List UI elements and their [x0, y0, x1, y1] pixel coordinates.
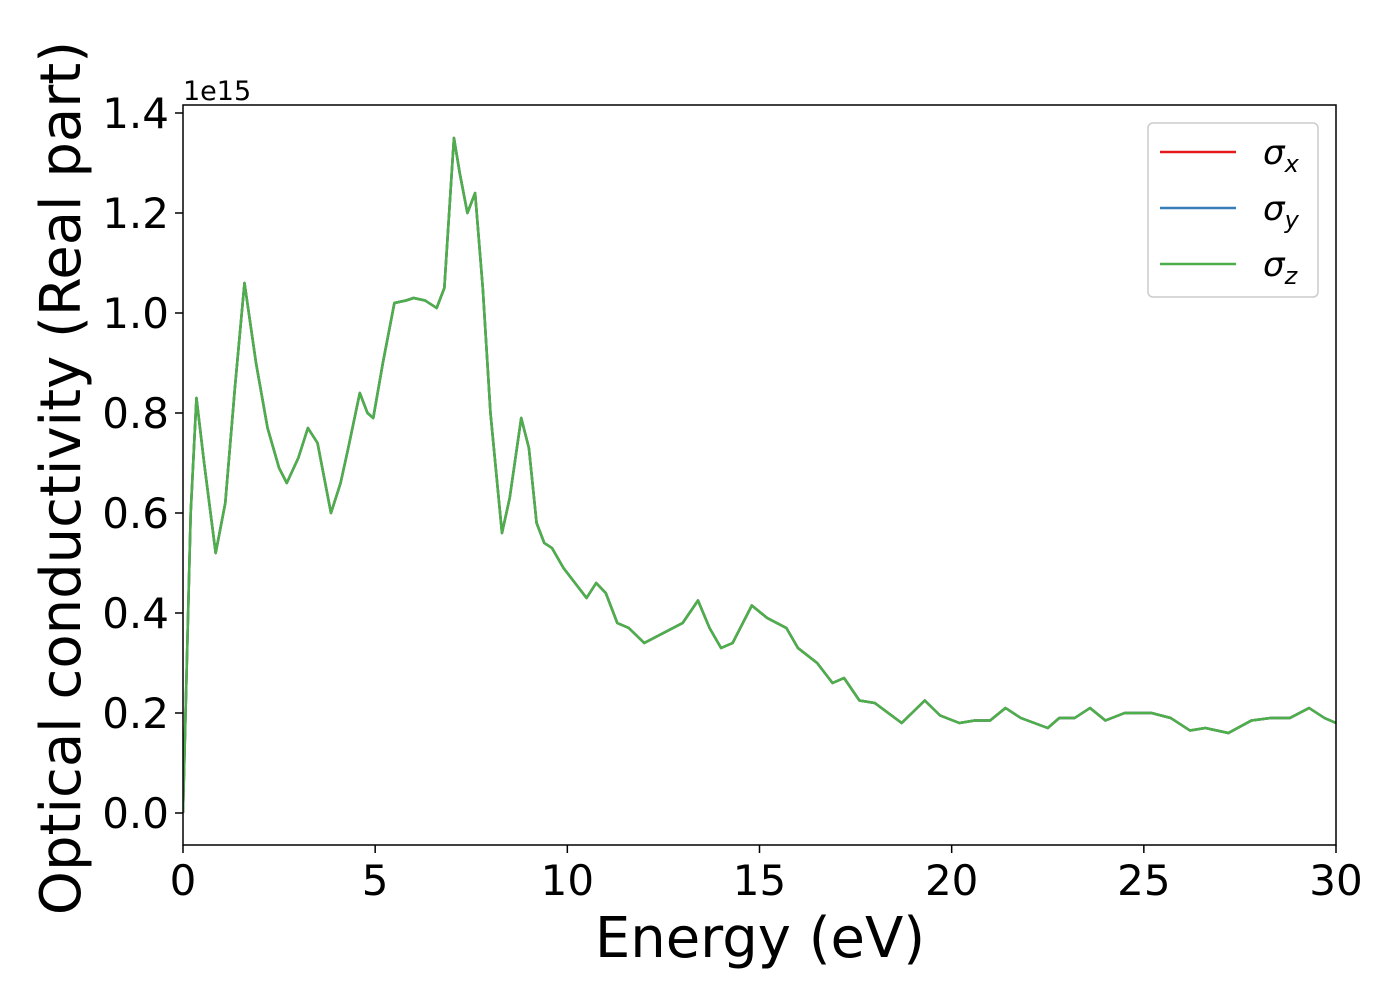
plot-frame	[182, 104, 1337, 846]
y-tick-label: 0.2	[102, 689, 169, 738]
y-axis-label: Optical conductivity (Real part)	[29, 41, 94, 915]
series-line	[183, 136, 1336, 814]
x-tick-label: 20	[925, 856, 978, 905]
x-tick-label: 30	[1309, 856, 1362, 905]
x-tick-label: 10	[541, 856, 594, 905]
y-tick-label: 1.2	[102, 189, 169, 238]
x-axis-label: Energy (eV)	[595, 906, 925, 971]
y-tick-label: 0.6	[102, 489, 169, 538]
y-tick-label: 0.8	[102, 389, 169, 438]
y-tick-label: 1.4	[102, 89, 169, 138]
legend-box	[1147, 122, 1319, 298]
legend-label: σz	[1263, 245, 1299, 290]
x-tick-label: 5	[362, 856, 389, 905]
legend-label: σy	[1263, 189, 1300, 234]
x-tick-label: 0	[170, 856, 197, 905]
x-tick-label: 25	[1117, 856, 1170, 905]
y-offset-label: 1e15	[183, 76, 251, 107]
x-tick-label: 15	[733, 856, 786, 905]
y-tick-label: 0.0	[102, 789, 169, 838]
y-tick-label: 0.4	[102, 589, 169, 638]
y-tick-label: 1.0	[102, 289, 169, 338]
legend-label: σx	[1263, 133, 1300, 178]
